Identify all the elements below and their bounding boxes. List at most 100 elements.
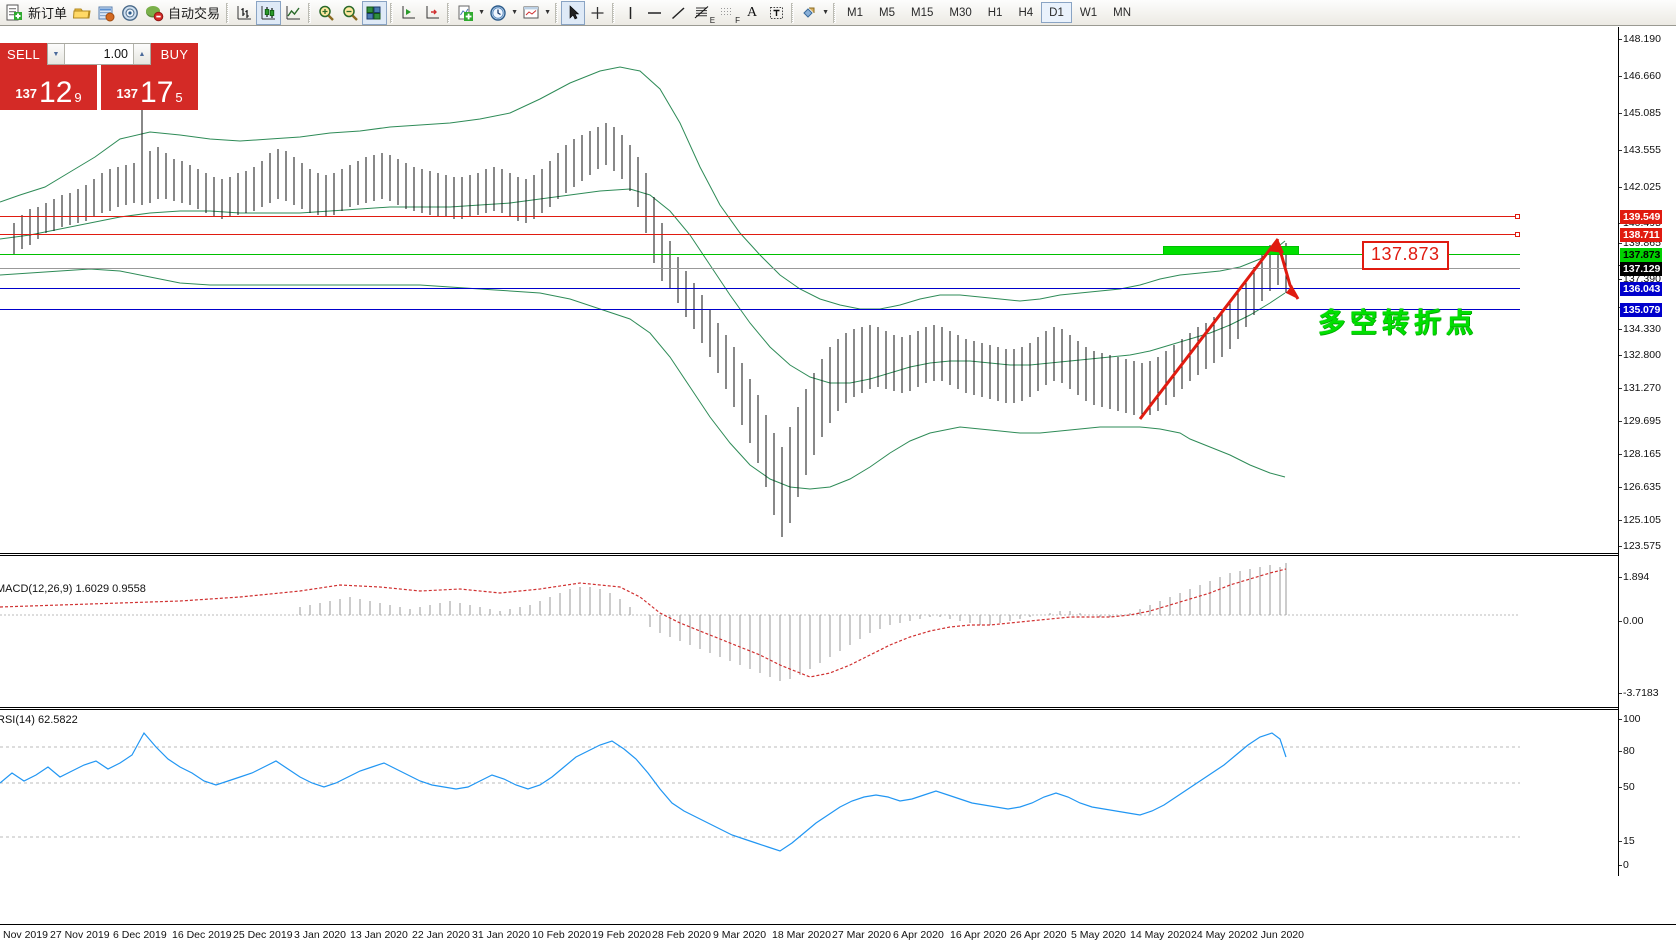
macd-pane[interactable]: MACD(12,26,9) 1.6029 0.9558 (0, 557, 1676, 709)
axis-tick: 132.800 (1619, 349, 1661, 361)
volume-increase-icon[interactable]: ▲ (133, 44, 150, 64)
line-handle[interactable] (1515, 232, 1520, 237)
sell-price-sup: 9 (74, 90, 82, 105)
timeframe-mn[interactable]: MN (1113, 6, 1131, 19)
navigator-button[interactable] (118, 1, 142, 25)
shift-end-button[interactable] (396, 1, 420, 25)
macd-axis-tick: 1.894 (1618, 571, 1650, 583)
crosshair-tool-button[interactable] (585, 1, 609, 25)
last-price-line (0, 268, 1520, 269)
support-line-136043[interactable] (0, 288, 1520, 289)
sell-price-display[interactable]: 137 12 9 (0, 65, 97, 110)
horizontal-line-tool-button[interactable] (642, 1, 666, 25)
price-tag-resistance-1[interactable]: 139.549 (1620, 210, 1663, 224)
timeframe-m15[interactable]: M15 (911, 6, 934, 19)
buy-price-big: 17 (140, 76, 174, 109)
price-chart-pane[interactable]: 137.873 多空转折点 (0, 27, 1676, 555)
resistance-line-139549[interactable] (0, 214, 1520, 219)
date-tick: Nov 2019 (3, 929, 48, 941)
date-tick: 16 Apr 2020 (950, 929, 1007, 941)
templates-dropdown-arrow[interactable]: ▼ (544, 9, 551, 16)
timeframe-d1[interactable]: D1 (1041, 2, 1072, 23)
rsi-axis-tick: 15 (1619, 835, 1635, 847)
candlestick-chart-button[interactable] (256, 0, 282, 25)
grid-tool-button[interactable]: F (715, 1, 740, 25)
add-indicator-button[interactable] (453, 1, 477, 25)
timeframe-h1[interactable]: H1 (987, 6, 1003, 19)
macd-indicator-label: MACD(12,26,9) 1.6029 0.9558 (0, 583, 146, 595)
volume-stepper[interactable]: ▼ 1.00 ▲ (47, 43, 151, 65)
zoom-in-button[interactable] (314, 1, 338, 25)
timeframe-h4[interactable]: H4 (1018, 6, 1034, 19)
axis-tick: 143.555 (1619, 144, 1661, 156)
auto-scroll-button[interactable] (420, 1, 444, 25)
date-tick: 13 Jan 2020 (350, 929, 408, 941)
bar-chart-button[interactable] (232, 1, 256, 25)
resistance-line-138711[interactable] (0, 232, 1520, 237)
pane-divider-macd[interactable] (0, 553, 1676, 556)
market-watch-icon (98, 6, 115, 21)
templates-button[interactable] (519, 1, 543, 25)
auto-trading-button[interactable] (142, 1, 166, 25)
line-chart-icon (286, 5, 300, 19)
line-handle[interactable] (1515, 214, 1520, 219)
one-click-prices: 137 12 9 137 17 5 (0, 65, 198, 110)
buy-button[interactable]: BUY (151, 43, 198, 65)
pane-divider-rsi[interactable] (0, 707, 1676, 710)
text-label-tool-button[interactable] (764, 1, 788, 25)
support-zone-rectangle[interactable] (1163, 246, 1299, 255)
rsi-axis-tick: 80 (1619, 745, 1635, 757)
date-tick: 9 Mar 2020 (713, 929, 767, 941)
zoom-out-button[interactable] (338, 1, 362, 25)
timeframe-m5[interactable]: M5 (879, 6, 895, 19)
price-tag-resistance-2[interactable]: 138.711 (1620, 228, 1662, 242)
volume-value[interactable]: 1.00 (103, 47, 128, 61)
timeframe-w1[interactable]: W1 (1079, 6, 1098, 19)
auto-trading-label: 自动交易 (168, 6, 221, 21)
price-tag-support-zone[interactable]: 137.873 (1620, 248, 1663, 262)
rsi-indicator-label: RSI(14) 62.5822 (0, 714, 78, 726)
date-tick: 28 Feb 2020 (652, 929, 711, 941)
buy-price-prefix: 137 (116, 86, 139, 101)
sell-button[interactable]: SELL (0, 43, 47, 65)
rsi-canvas (0, 731, 1520, 852)
zoom-in-icon (318, 5, 334, 21)
volume-decrease-icon[interactable]: ▼ (48, 44, 65, 64)
objects-dropdown-arrow[interactable]: ▼ (822, 9, 829, 16)
rsi-pane[interactable]: RSI(14) 62.5822 (0, 711, 1676, 876)
tile-windows-button[interactable] (362, 0, 388, 25)
price-axis[interactable]: 148.190 146.660 145.085 143.555 142.025 … (1618, 27, 1676, 876)
market-watch-button[interactable] (94, 1, 118, 25)
timeframe-m30[interactable]: M30 (949, 6, 972, 19)
fibonacci-tool-button[interactable]: E (690, 1, 715, 25)
vertical-line-tool-button[interactable] (618, 1, 642, 25)
objects-list-button[interactable] (797, 1, 821, 25)
price-tag-support-2[interactable]: 135.079 (1620, 303, 1663, 317)
sell-price-big: 12 (39, 76, 73, 109)
period-dropdown-arrow[interactable]: ▼ (511, 9, 518, 16)
candlestick-chart-icon (261, 5, 276, 19)
auto-trading-icon (145, 5, 163, 21)
new-order-button[interactable] (2, 1, 26, 25)
buy-price-display[interactable]: 137 17 5 (101, 65, 198, 110)
text-tool-button[interactable]: A (746, 4, 758, 20)
line-chart-button[interactable] (281, 1, 305, 25)
chinese-annotation[interactable]: 多空转折点 (1318, 308, 1478, 339)
timeframe-m1[interactable]: M1 (847, 6, 864, 19)
add-indicator-dropdown-arrow[interactable]: ▼ (478, 9, 485, 16)
date-axis[interactable]: Nov 2019 27 Nov 2019 6 Dec 2019 16 Dec 2… (0, 924, 1676, 946)
support-line-135079[interactable] (0, 309, 1520, 310)
date-tick: 16 Dec 2019 (172, 929, 232, 941)
cursor-tool-button[interactable] (561, 0, 586, 25)
date-tick: 2 Jun 2020 (1252, 929, 1304, 941)
price-tag-support-1[interactable]: 136.043 (1620, 282, 1663, 296)
price-callout-label[interactable]: 137.873 (1362, 241, 1449, 270)
vertical-line-icon (629, 6, 631, 19)
trend-arrow-up[interactable] (0, 27, 1520, 555)
one-click-trading-panel[interactable]: SELL ▼ 1.00 ▲ BUY 137 12 9 137 17 5 (0, 43, 198, 110)
trendline-tool-button[interactable] (666, 1, 690, 25)
compass-icon (121, 4, 138, 21)
period-button[interactable] (486, 1, 510, 25)
support-line-137873[interactable] (0, 254, 1520, 255)
new-chart-button[interactable] (70, 1, 94, 25)
